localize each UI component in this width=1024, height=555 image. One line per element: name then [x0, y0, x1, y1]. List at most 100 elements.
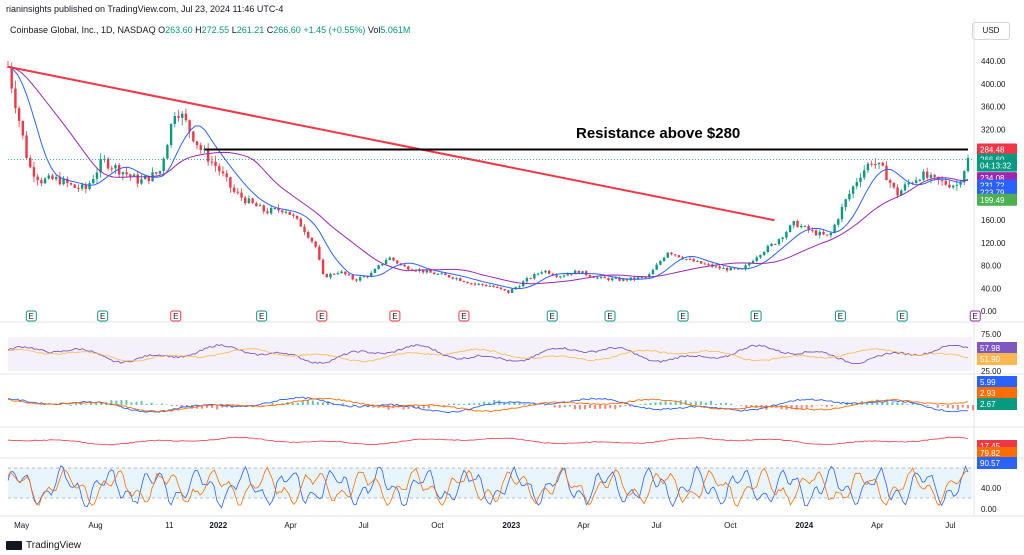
candle-body: [503, 289, 506, 291]
candle-body: [625, 278, 629, 281]
candle-body: [459, 278, 462, 281]
downtrend-line: [7, 65, 775, 222]
candle-body: [796, 221, 799, 228]
candle-body: [173, 115, 176, 124]
candle-body: [529, 278, 532, 280]
macd-histogram-bar: [951, 405, 954, 409]
candle-body: [685, 259, 688, 261]
candle-body: [36, 176, 39, 181]
tradingview-logo-icon: [6, 540, 22, 550]
price-axis-tick: 160.00: [981, 216, 1006, 225]
candle-body: [436, 273, 440, 275]
candle-body: [577, 270, 581, 274]
macd-histogram-bar: [165, 404, 168, 405]
candle-body: [948, 184, 951, 188]
time-axis-tick: Jul: [945, 521, 955, 530]
macd-histogram-bar: [604, 405, 607, 409]
high-label: H: [195, 25, 202, 35]
macd-histogram-bar: [966, 405, 969, 409]
earnings-marker-icon: [969, 310, 981, 322]
candle-body: [199, 145, 202, 150]
candle-body: [429, 270, 432, 273]
candle-body: [258, 205, 262, 207]
macd-signal-badge-label: 2.93: [980, 389, 996, 398]
earnings-marker-label: E: [753, 312, 758, 321]
currency-button[interactable]: USD: [972, 22, 1010, 40]
candle-body: [125, 172, 128, 175]
time-axis-tick: 11: [165, 521, 174, 530]
candle-body: [210, 161, 214, 163]
candle-body: [395, 260, 399, 264]
macd-histogram-bar: [452, 403, 455, 405]
candle-body: [277, 208, 280, 211]
candle-body: [837, 219, 840, 225]
candle-body: [688, 259, 692, 261]
candle-body: [147, 175, 151, 182]
macd-top-badge-label: 5.99: [980, 378, 996, 387]
macd-histogram-bar: [155, 404, 158, 405]
candle-body: [32, 167, 36, 177]
candle-body: [29, 157, 32, 168]
candle-body: [918, 179, 922, 181]
macd-histogram-bar: [216, 405, 219, 410]
candle-body: [644, 277, 647, 279]
macd-histogram-bar: [130, 402, 133, 405]
candle-body: [774, 243, 777, 245]
earnings-marker-label: E: [973, 312, 978, 321]
candle-body: [188, 120, 191, 132]
macd-histogram-bar: [241, 405, 244, 406]
macd-histogram-bar: [447, 403, 450, 405]
indicator3-line: [7, 436, 969, 446]
publisher-line: rianinsights published on TradingView.co…: [6, 4, 284, 14]
macd-histogram-bar: [221, 405, 224, 408]
macd-histogram-bar: [689, 402, 692, 405]
candle-body: [859, 177, 862, 182]
rsi-band: [8, 337, 972, 371]
macd-histogram-bar: [110, 400, 113, 405]
earnings-marker-icon: [170, 310, 182, 322]
macd-histogram-bar: [528, 403, 531, 405]
time-axis-tick: Apr: [577, 521, 590, 530]
macd-histogram-bar: [583, 405, 586, 410]
candle-body: [99, 159, 102, 173]
candle-body: [507, 290, 510, 293]
macd-histogram-bar: [694, 401, 697, 405]
candle-body: [266, 211, 269, 214]
macd-histogram-bar: [422, 405, 425, 409]
macd-histogram-bar: [941, 405, 944, 406]
macd-histogram-bar: [820, 405, 823, 406]
macd-histogram-bar: [896, 402, 899, 405]
candle-body: [162, 158, 165, 171]
candle-body: [318, 246, 321, 260]
price-axis-tick: 440.00: [981, 57, 1006, 66]
candle-body: [206, 148, 210, 162]
macd-histogram-bar: [730, 403, 733, 405]
earnings-marker-label: E: [838, 312, 843, 321]
candle-body: [17, 108, 21, 121]
macd-histogram-bar: [956, 405, 959, 410]
macd-histogram-bar: [135, 401, 138, 405]
candle-body: [696, 261, 699, 263]
macd-histogram-bar: [639, 404, 642, 405]
candle-body: [840, 207, 844, 220]
candle-body: [518, 286, 521, 288]
stoch-band: [8, 468, 972, 498]
candle-body: [262, 205, 265, 212]
macd-histogram-bar: [881, 401, 884, 405]
macd-histogram-bar: [417, 405, 420, 409]
macd-histogram-bar: [851, 403, 854, 405]
candle-body: [655, 264, 658, 270]
candle-body: [229, 177, 232, 188]
candle-body: [203, 148, 206, 150]
candle-body: [907, 182, 910, 185]
macd-histogram-bar: [387, 405, 390, 410]
candle-body: [451, 277, 454, 279]
tradingview-footer: TradingView: [6, 540, 81, 551]
candle-body: [751, 260, 755, 264]
candle-body: [525, 278, 529, 282]
macd-histogram-bar: [468, 403, 471, 405]
macd-histogram-bar: [508, 402, 511, 405]
macd-histogram-bar: [75, 403, 78, 405]
macd-histogram-bar: [972, 405, 974, 411]
